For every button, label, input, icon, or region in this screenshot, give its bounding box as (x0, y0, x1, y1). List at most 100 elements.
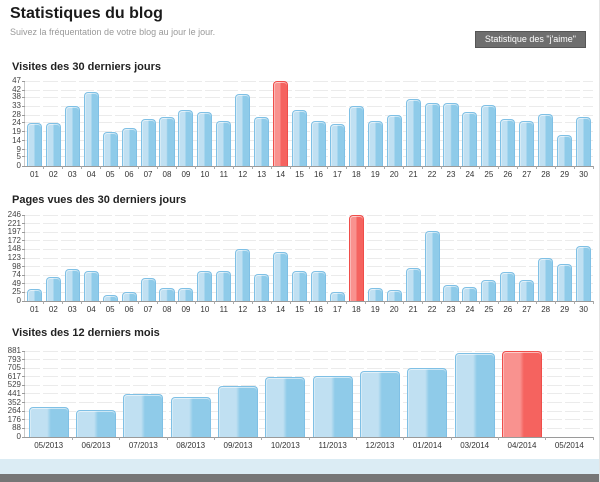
x-axis-tick (81, 301, 83, 304)
chart-title: Visites des 12 derniers mois (12, 327, 160, 339)
bar (481, 104, 497, 166)
bar (254, 274, 270, 301)
x-tick-label: 28 (541, 170, 551, 179)
y-axis-tick (22, 410, 25, 412)
x-axis-tick (535, 301, 537, 304)
x-axis-tick (119, 437, 121, 440)
x-tick-label: 09 (181, 305, 191, 314)
x-tick-label: 07 (143, 170, 153, 179)
bar (454, 352, 495, 437)
y-axis-tick (22, 223, 25, 225)
y-tick-label: 264 (7, 406, 21, 416)
bar (83, 91, 99, 166)
bar (538, 258, 554, 301)
x-tick-label: 15 (295, 170, 304, 179)
x-axis-tick (270, 301, 272, 304)
y-tick-label: 441 (7, 388, 21, 398)
gridline (25, 156, 593, 158)
gridline (25, 214, 593, 216)
x-tick-label: 07 (143, 305, 153, 314)
bar (159, 287, 175, 301)
gridline (25, 410, 593, 412)
x-tick-label: 21 (408, 170, 418, 179)
x-axis-tick (261, 437, 263, 440)
x-axis-tick (100, 301, 102, 304)
x-axis-tick (166, 437, 168, 440)
gridline (25, 419, 593, 421)
bar (310, 120, 327, 166)
x-axis-tick (355, 437, 357, 440)
x-axis-tick (592, 437, 594, 440)
bar-highlighted (502, 351, 542, 437)
y-tick-label: 28 (12, 110, 21, 120)
bar (102, 131, 118, 166)
bar (310, 271, 327, 301)
x-tick-label: 12 (238, 305, 248, 314)
likes-statistics-button[interactable]: Statistique des "j'aime" (474, 31, 586, 48)
x-tick-label: 10/2013 (270, 441, 300, 450)
x-tick-label: 13 (257, 305, 267, 314)
y-axis-tick (22, 131, 25, 133)
y-tick-label: 529 (7, 380, 21, 390)
x-axis-tick (175, 301, 177, 304)
bar (291, 109, 308, 166)
bar (83, 270, 99, 301)
plot-area: 0 5 9 14 19 24 28 33 38 42 47 01 02 03 04 05 06 07 08 09 10 1… (12, 77, 594, 179)
x-tick-label: 11 (219, 170, 228, 179)
x-axis-tick (81, 166, 83, 169)
x-axis-tick (62, 166, 64, 169)
bar (76, 409, 116, 437)
x-tick-label: 18 (351, 305, 361, 314)
x-axis-tick (213, 301, 215, 304)
x-tick-label: 11 (219, 305, 228, 314)
x-tick-label: 29 (560, 305, 570, 314)
x-axis-tick (71, 437, 73, 440)
bar (235, 93, 251, 166)
y-tick-label: 0 (16, 432, 21, 441)
bar (386, 289, 402, 301)
y-axis-tick (22, 80, 25, 82)
bar (218, 386, 258, 437)
y-axis-tick (22, 149, 25, 151)
plot-area: 0 88 176 264 352 441 529 617 705 793 881 05/2013 06/… (8, 347, 594, 450)
y-tick-label: 42 (12, 85, 21, 95)
x-tick-label: 03/2014 (460, 441, 490, 450)
y-tick-label: 25 (12, 287, 21, 297)
bar (26, 289, 43, 301)
x-axis-tick (497, 437, 499, 440)
bar (28, 406, 69, 437)
x-axis-tick (450, 437, 452, 440)
bar (424, 102, 440, 166)
x-tick-label: 10 (200, 170, 210, 179)
y-axis-tick (22, 427, 25, 429)
gridline (25, 96, 593, 98)
gridline (25, 376, 593, 378)
gridline (25, 149, 593, 151)
y-tick-label: 0 (16, 161, 21, 170)
bar (140, 118, 156, 166)
bar (462, 287, 478, 301)
gridline (25, 131, 593, 133)
x-tick-label: 20 (389, 170, 399, 179)
y-tick-label: 19 (12, 126, 21, 136)
y-tick-label: 49 (12, 278, 21, 288)
x-axis-tick (365, 166, 367, 169)
x-axis-tick (384, 166, 386, 169)
bar (140, 277, 156, 301)
x-tick-label: 06 (124, 305, 134, 314)
x-tick-label: 27 (522, 305, 532, 314)
x-axis-tick (403, 437, 405, 440)
bar (443, 284, 459, 301)
y-tick-label: 47 (12, 76, 21, 85)
y-tick-label: 98 (12, 261, 21, 271)
footer-light-band (0, 459, 599, 474)
y-tick-label: 24 (12, 117, 21, 127)
x-tick-label: 13 (257, 170, 267, 179)
x-tick-label: 25 (484, 170, 494, 179)
x-tick-label: 20 (389, 305, 399, 314)
bar (405, 267, 421, 301)
x-axis-tick (403, 301, 405, 304)
bar (312, 375, 353, 437)
bar (102, 294, 118, 301)
x-tick-label: 04/2014 (507, 441, 537, 450)
